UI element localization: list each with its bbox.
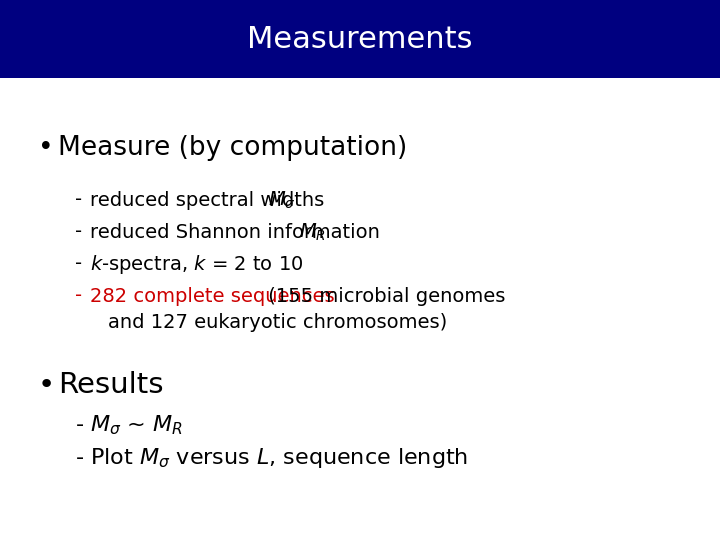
- Text: 282 complete sequences: 282 complete sequences: [90, 287, 335, 306]
- Text: Results: Results: [58, 371, 163, 399]
- Text: •: •: [38, 371, 55, 399]
- Text: $\mathit{k}$-spectra, $\mathit{k}$ = 2 to 10: $\mathit{k}$-spectra, $\mathit{k}$ = 2 t…: [90, 253, 303, 275]
- Text: - Plot $\mathit{M}_\mathit{\sigma}$ versus $\mathit{L}$, sequence length: - Plot $\mathit{M}_\mathit{\sigma}$ vers…: [75, 446, 468, 470]
- Text: - $\mathit{M}_\mathit{\sigma}$ ~ $\mathit{M}_\mathit{R}$: - $\mathit{M}_\mathit{\sigma}$ ~ $\mathi…: [75, 413, 183, 437]
- Text: -: -: [75, 191, 82, 210]
- Text: and 127 eukaryotic chromosomes): and 127 eukaryotic chromosomes): [108, 314, 447, 333]
- Text: Measure (by computation): Measure (by computation): [58, 135, 408, 161]
- Text: $\mathit{M}_\mathit{\sigma}$: $\mathit{M}_\mathit{\sigma}$: [268, 190, 296, 211]
- Text: -: -: [75, 287, 82, 306]
- Text: reduced Shannon information: reduced Shannon information: [90, 222, 386, 241]
- Text: •: •: [38, 135, 53, 161]
- Text: reduced spectral widths: reduced spectral widths: [90, 191, 330, 210]
- Text: -: -: [75, 222, 82, 241]
- Text: $\mathit{M}_\mathit{R}$: $\mathit{M}_\mathit{R}$: [299, 221, 326, 242]
- Text: (155 microbial genomes: (155 microbial genomes: [262, 287, 505, 306]
- FancyBboxPatch shape: [0, 0, 720, 78]
- Text: -: -: [75, 254, 82, 273]
- Text: Measurements: Measurements: [247, 24, 473, 53]
